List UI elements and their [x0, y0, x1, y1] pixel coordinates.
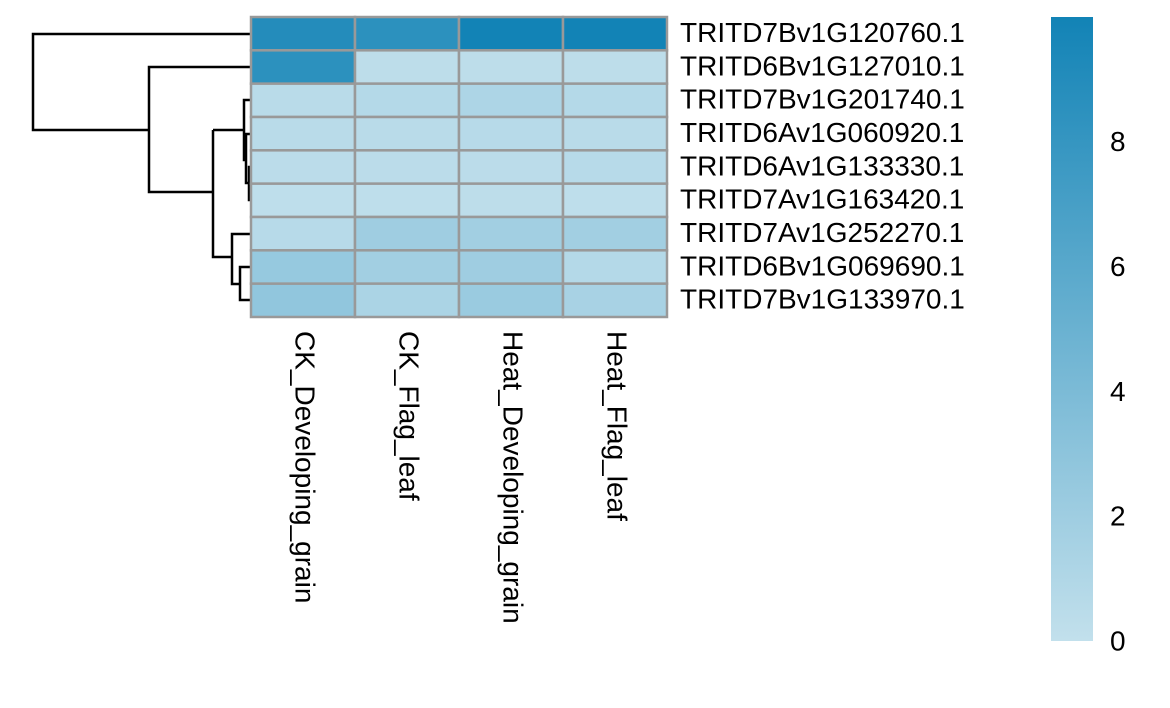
dendrogram [31, 32, 251, 302]
heatmap-cell [353, 215, 461, 252]
heatmap-cell [353, 282, 461, 319]
dendrogram-branch [211, 128, 244, 259]
heatmap-cell [457, 49, 565, 85]
heatmap-cell [457, 249, 565, 285]
heatmap-cell [457, 15, 565, 52]
colorbar-tick-label: 2 [1110, 501, 1126, 532]
heatmap-cell [457, 115, 565, 152]
row-label: TRITD6Av1G060920.1 [680, 117, 964, 148]
dendrogram-branch [147, 65, 251, 194]
heatmap-cell [249, 49, 357, 85]
heatmap-cell [249, 282, 357, 319]
column-label: Heat_Flag_leaf [602, 331, 633, 521]
heatmap-cell [353, 182, 461, 219]
heatmap-cell [561, 15, 669, 52]
heatmap-cell [249, 82, 357, 119]
dendrogram-branch [230, 232, 251, 302]
heatmap-cell [249, 182, 357, 219]
row-label: TRITD6Bv1G127010.1 [680, 50, 965, 81]
heatmap-cell [353, 15, 461, 52]
column-label: Heat_Developing_grain [498, 331, 529, 624]
heatmap-cell [249, 149, 357, 185]
dendrogram-branch [31, 32, 251, 132]
heatmap-cell [457, 82, 565, 119]
row-label: TRITD7Bv1G133970.1 [680, 284, 965, 315]
heatmap-cell [353, 249, 461, 285]
heatmap-cell [249, 215, 357, 252]
heatmap-cell [249, 249, 357, 285]
colorbar-tick-label: 0 [1110, 625, 1126, 656]
heatmap-cell [353, 82, 461, 119]
colorbar-tick-label: 8 [1110, 126, 1126, 157]
row-label: TRITD6Av1G133330.1 [680, 150, 964, 181]
heatmap-cell [561, 282, 669, 319]
heatmap-cell [561, 182, 669, 219]
heatmap-cell [353, 149, 461, 185]
heatmap-cell [457, 282, 565, 319]
colorbar [1051, 17, 1093, 641]
heatmap-cell [561, 249, 669, 285]
row-label: TRITD7Bv1G120760.1 [680, 17, 965, 48]
heatmap-cell [457, 215, 565, 252]
heatmap-cell [561, 149, 669, 185]
heatmap-cell [249, 115, 357, 152]
row-label: TRITD6Bv1G069690.1 [680, 250, 965, 281]
column-label: CK_Developing_grain [290, 331, 321, 603]
colorbar-tick-label: 4 [1110, 376, 1126, 407]
heatmap-cell [353, 49, 461, 85]
heatmap-cell [561, 82, 669, 119]
row-label: TRITD7Av1G163420.1 [680, 184, 964, 215]
heatmap-cell [249, 15, 357, 52]
colorbar-tick-label: 6 [1110, 251, 1126, 282]
heatmap-cell [561, 115, 669, 152]
heatmap-cell [457, 182, 565, 219]
row-label: TRITD7Av1G252270.1 [680, 217, 964, 248]
heatmap-cell [561, 215, 669, 252]
heatmap-cell [457, 149, 565, 185]
heatmap-cell [353, 115, 461, 152]
heatmap-cell [561, 49, 669, 85]
row-label: TRITD7Bv1G201740.1 [680, 84, 965, 115]
column-label: CK_Flag_leaf [394, 331, 425, 501]
